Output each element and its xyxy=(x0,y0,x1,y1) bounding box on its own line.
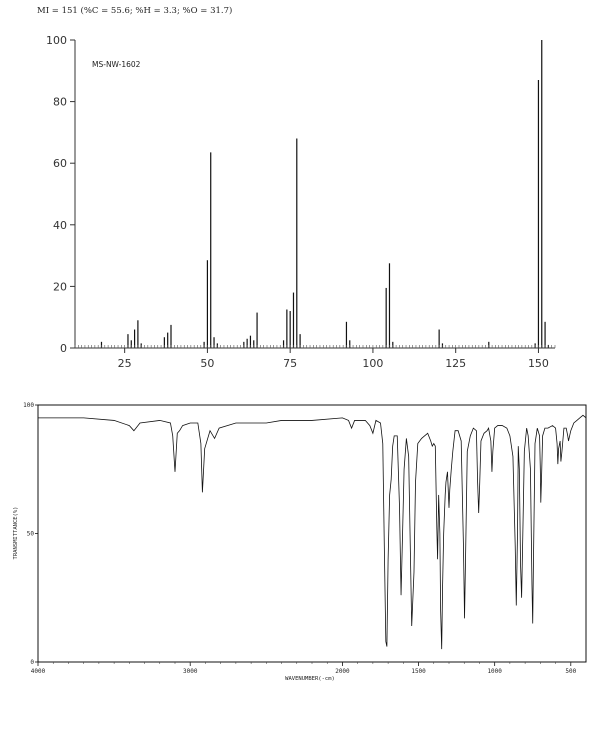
ir-x-axis-label: WAVENUMBER(-cm) xyxy=(285,676,335,682)
ir-transmittance-line xyxy=(38,414,587,650)
ir-y-tick-label: 100 xyxy=(23,402,34,409)
ms-y-tick-label: 0 xyxy=(60,342,67,355)
ir-x-tick-label: 4000 xyxy=(31,668,46,675)
ir-x-tick-label: 500 xyxy=(565,668,576,675)
ms-x-tick-label: 25 xyxy=(118,357,132,370)
ms-x-tick-label: 100 xyxy=(362,357,383,370)
ms-y-tick-label: 80 xyxy=(53,96,67,109)
formula-header: MI = 151 (%C = 55.6; %H = 3.3; %O = 31.7… xyxy=(37,6,233,16)
ms-x-tick-label: 50 xyxy=(200,357,214,370)
ir-spectrum-chart: 4000 3000 2000 1500 1000 500 0 50 100 WAVENUMBER… xyxy=(13,402,587,682)
mass-spectrum-chart: 25 50 75 100 125 150 0 20 40 60 80 100 MS-NW-1602 xyxy=(46,34,556,370)
ir-x-tick-label: 1500 xyxy=(411,668,426,675)
ms-x-tick-label: 150 xyxy=(528,357,549,370)
ir-x-tick-label: 3000 xyxy=(183,668,198,675)
ir-x-tick-label: 2000 xyxy=(335,668,350,675)
ir-y-axis-label: TRANSMITTANCE(%) xyxy=(13,507,19,560)
ir-plot-frame xyxy=(37,404,587,663)
mass-spectrum-label: MS-NW-1602 xyxy=(92,60,141,69)
ir-y-tick-label: 0 xyxy=(30,659,34,666)
ms-x-tick-label: 125 xyxy=(445,357,466,370)
ir-x-tick-label: 1000 xyxy=(487,668,502,675)
ms-y-tick-label: 60 xyxy=(53,157,67,170)
ms-x-tick-label: 75 xyxy=(283,357,297,370)
ms-y-tick-label: 40 xyxy=(53,219,67,232)
ms-y-tick-label: 100 xyxy=(46,34,67,47)
ms-y-tick-label: 20 xyxy=(53,280,67,293)
ir-y-tick-label: 50 xyxy=(27,531,35,538)
